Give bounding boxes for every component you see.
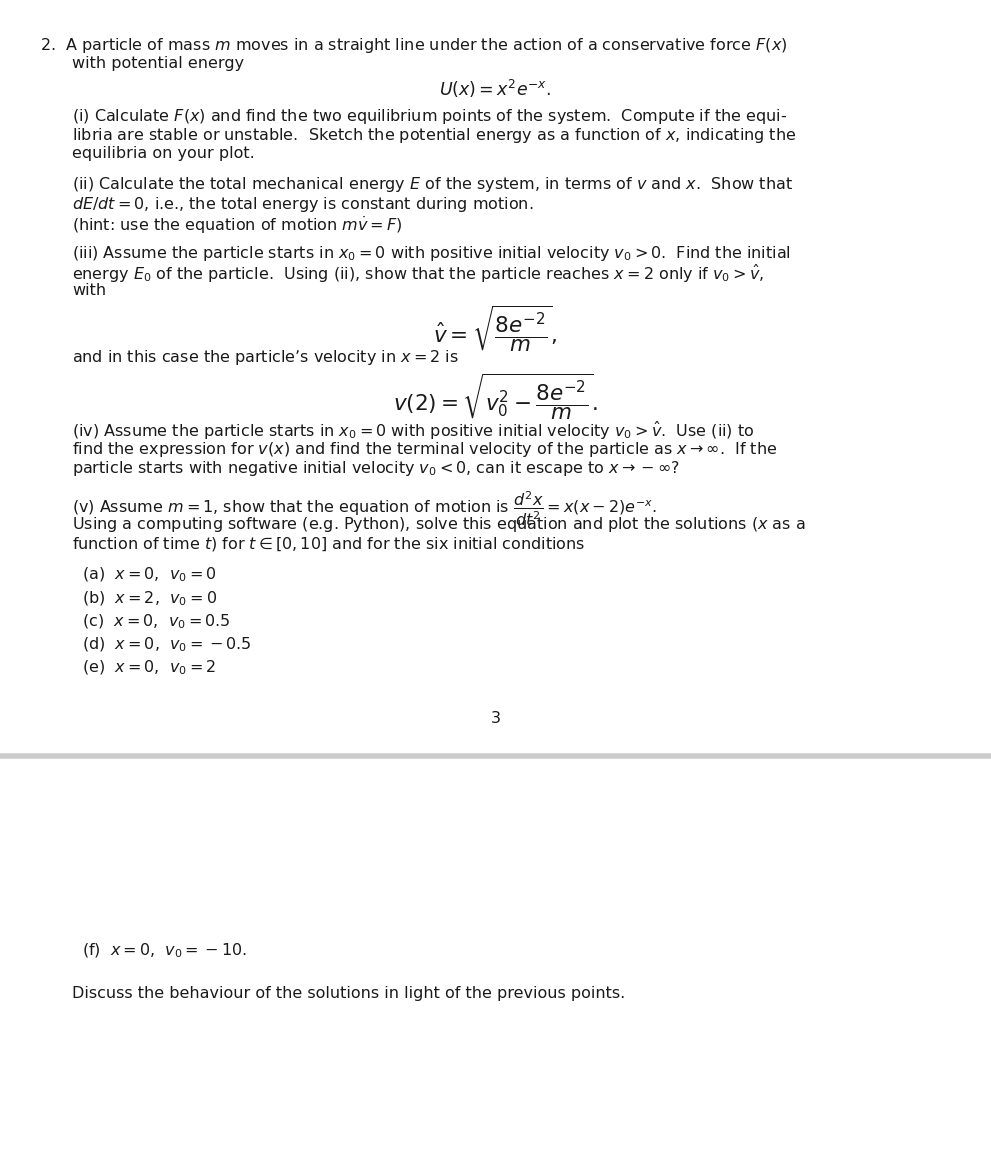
Text: (e)  $x = 0$,  $v_0 = 2$: (e) $x = 0$, $v_0 = 2$ — [82, 659, 216, 677]
Text: (v) Assume $m = 1$, show that the equation of motion is $\dfrac{d^2x}{dt^2} = x(: (v) Assume $m = 1$, show that the equati… — [72, 490, 657, 528]
Text: (f)  $x = 0$,  $v_0 = -10$.: (f) $x = 0$, $v_0 = -10$. — [82, 942, 247, 960]
Text: $U(x) = x^2e^{-x}.$: $U(x) = x^2e^{-x}.$ — [439, 78, 552, 100]
Text: (iii) Assume the particle starts in $x_0 = 0$ with positive initial velocity $v_: (iii) Assume the particle starts in $x_0… — [72, 244, 791, 262]
Text: (ii) Calculate the total mechanical energy $E$ of the system, in terms of $v$ an: (ii) Calculate the total mechanical ener… — [72, 175, 794, 194]
Text: $v(2) = \sqrt{v_0^2 - \dfrac{8e^{-2}}{m}}.$: $v(2) = \sqrt{v_0^2 - \dfrac{8e^{-2}}{m}… — [393, 372, 598, 423]
Text: (c)  $x = 0$,  $v_0 = 0.5$: (c) $x = 0$, $v_0 = 0.5$ — [82, 612, 231, 631]
Text: (iv) Assume the particle starts in $x_0 = 0$ with positive initial velocity $v_0: (iv) Assume the particle starts in $x_0 … — [72, 420, 755, 442]
Text: find the expression for $v(x)$ and find the terminal velocity of the particle as: find the expression for $v(x)$ and find … — [72, 440, 778, 458]
Text: particle starts with negative initial velocity $v_0 < 0$, can it escape to $x \t: particle starts with negative initial ve… — [72, 459, 680, 478]
Text: $dE/dt = 0$, i.e., the total energy is constant during motion.: $dE/dt = 0$, i.e., the total energy is c… — [72, 195, 534, 213]
Text: 2.  A particle of mass $m$ moves in a straight line under the action of a conser: 2. A particle of mass $m$ moves in a str… — [40, 36, 787, 55]
Text: Discuss the behaviour of the solutions in light of the previous points.: Discuss the behaviour of the solutions i… — [72, 986, 625, 1001]
Text: with potential energy: with potential energy — [72, 56, 245, 71]
Text: with: with — [72, 283, 106, 298]
Text: libria are stable or unstable.  Sketch the potential energy as a function of $x$: libria are stable or unstable. Sketch th… — [72, 126, 797, 145]
Text: (d)  $x = 0$,  $v_0 = -0.5$: (d) $x = 0$, $v_0 = -0.5$ — [82, 636, 252, 654]
Text: $\hat{v} = \sqrt{\dfrac{8e^{-2}}{m}},$: $\hat{v} = \sqrt{\dfrac{8e^{-2}}{m}},$ — [433, 304, 558, 355]
Text: (hint: use the equation of motion $m\dot{v} = F$): (hint: use the equation of motion $m\dot… — [72, 215, 403, 235]
Text: (a)  $x = 0$,  $v_0 = 0$: (a) $x = 0$, $v_0 = 0$ — [82, 566, 217, 585]
Text: (i) Calculate $F(x)$ and find the two equilibrium points of the system.  Compute: (i) Calculate $F(x)$ and find the two eq… — [72, 107, 788, 125]
Text: equilibria on your plot.: equilibria on your plot. — [72, 146, 255, 161]
Text: Using a computing software (e.g. Python), solve this equation and plot the solut: Using a computing software (e.g. Python)… — [72, 515, 806, 534]
Text: (b)  $x = 2$,  $v_0 = 0$: (b) $x = 2$, $v_0 = 0$ — [82, 589, 217, 608]
Text: 3: 3 — [491, 711, 500, 726]
Text: function of time $t$) for $t \in [0, 10]$ and for the six initial conditions: function of time $t$) for $t \in [0, 10]… — [72, 535, 586, 553]
Text: and in this case the particle’s velocity in $x = 2$ is: and in this case the particle’s velocity… — [72, 348, 459, 367]
Text: energy $E_0$ of the particle.  Using (ii), show that the particle reaches $x = 2: energy $E_0$ of the particle. Using (ii)… — [72, 263, 764, 285]
